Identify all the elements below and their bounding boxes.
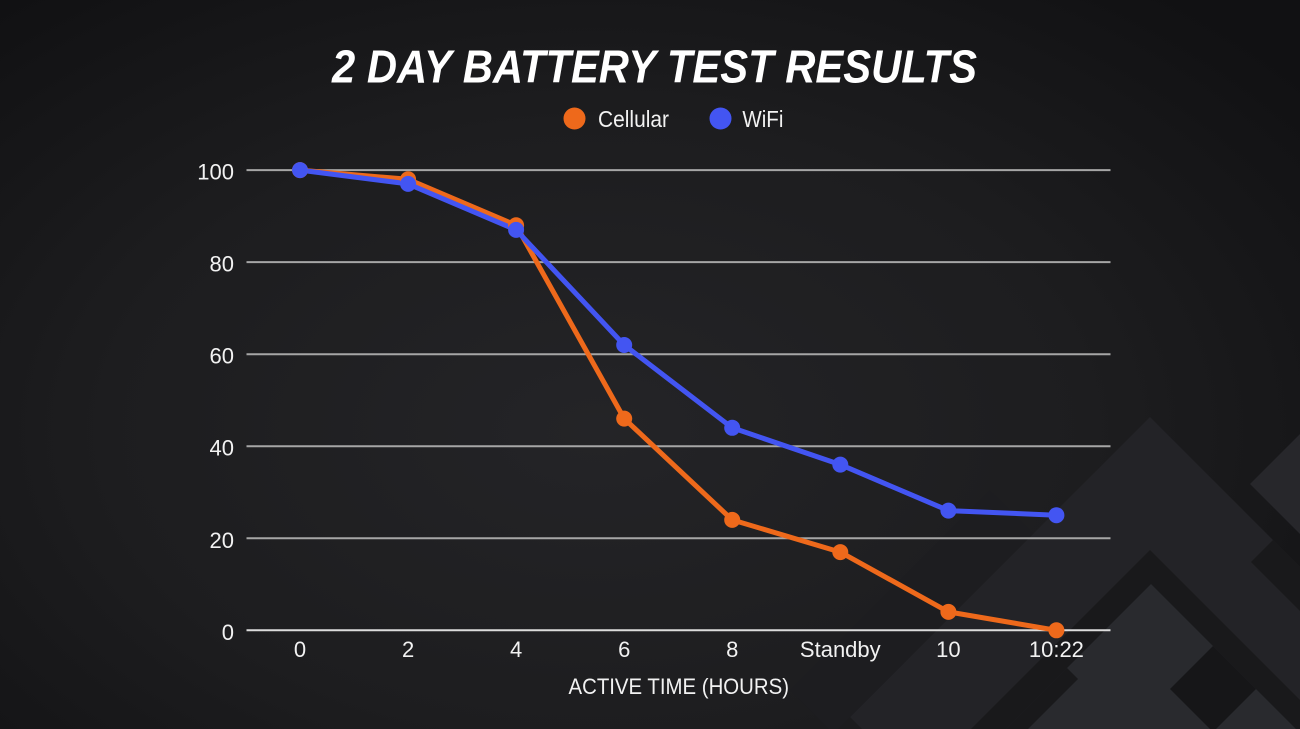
- svg-text:6: 6: [618, 637, 630, 662]
- svg-text:Standby: Standby: [800, 637, 881, 662]
- svg-text:20: 20: [210, 528, 234, 553]
- svg-text:60: 60: [210, 344, 234, 369]
- svg-text:2 DAY BATTERY TEST RESULTS: 2 DAY BATTERY TEST RESULTS: [331, 41, 977, 93]
- svg-text:4: 4: [510, 637, 522, 662]
- svg-text:0: 0: [222, 620, 234, 645]
- svg-text:ACTIVE TIME (HOURS): ACTIVE TIME (HOURS): [569, 674, 790, 699]
- svg-text:2: 2: [402, 637, 414, 662]
- svg-text:8: 8: [726, 637, 738, 662]
- svg-text:100: 100: [197, 160, 234, 185]
- svg-text:40: 40: [210, 436, 234, 461]
- svg-text:10: 10: [936, 637, 960, 662]
- svg-text:WiFi: WiFi: [742, 106, 783, 132]
- svg-text:0: 0: [294, 637, 306, 662]
- svg-text:10:22: 10:22: [1029, 637, 1084, 662]
- svg-text:80: 80: [210, 252, 234, 277]
- svg-text:Cellular: Cellular: [598, 106, 669, 132]
